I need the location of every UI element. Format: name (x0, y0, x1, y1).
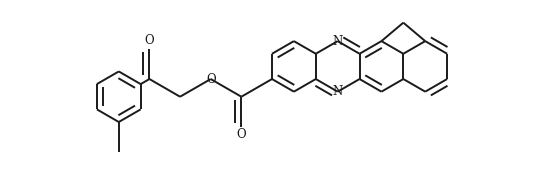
Text: O: O (237, 128, 246, 141)
Text: N: N (332, 35, 343, 48)
Text: N: N (332, 85, 343, 98)
Text: O: O (206, 72, 215, 86)
Text: O: O (145, 34, 154, 47)
